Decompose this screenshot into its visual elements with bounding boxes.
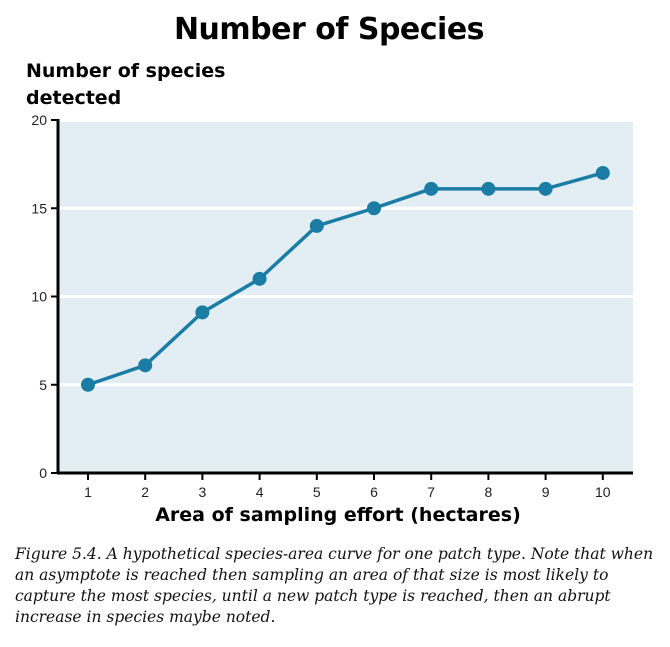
series-line: [87, 171, 604, 387]
y-axis-label: Number of species detected: [26, 60, 226, 109]
x-tick-label: 8: [485, 484, 493, 500]
y-tick-label: 5: [39, 377, 47, 393]
figure-caption: Figure 5.4. A hypothetical species-area …: [15, 545, 654, 626]
x-axis-label: Area of sampling effort (hectares): [155, 504, 521, 526]
tick-labels: 0 5 10 15 20 1 2 3 4 5 6 7 8 9 10: [31, 112, 610, 500]
x-tick-label: 6: [370, 484, 378, 500]
data-point: [538, 181, 553, 196]
x-tick-label: 9: [542, 484, 550, 500]
data-point: [81, 377, 95, 392]
y-tick-label: 0: [39, 465, 47, 481]
grid-lines: [58, 206, 633, 387]
axes: [51, 119, 633, 480]
series-layer: [81, 165, 610, 392]
y-tick-label: 20: [31, 112, 47, 128]
data-point: [595, 165, 610, 180]
y-tick-label: 15: [31, 200, 47, 216]
x-tick-label: 10: [595, 484, 611, 500]
data-point: [309, 218, 324, 233]
data-point: [367, 201, 381, 216]
data-point: [252, 271, 267, 286]
line-chart: 0 5 10 15 20 1 2 3 4 5 6 7 8 9 10: [31, 112, 633, 500]
chart-title: Number of Species: [173, 12, 485, 47]
x-tick-label: 2: [141, 484, 149, 500]
data-point: [424, 181, 439, 196]
x-tick-label: 5: [313, 484, 321, 500]
data-point: [138, 358, 153, 373]
x-tick-label: 3: [199, 484, 207, 500]
x-tick-label: 1: [84, 484, 92, 500]
data-point: [195, 305, 210, 320]
x-tick-label: 4: [256, 484, 264, 500]
data-point: [481, 181, 496, 196]
x-tick-label: 7: [427, 484, 435, 500]
y-tick-label: 10: [31, 289, 47, 305]
